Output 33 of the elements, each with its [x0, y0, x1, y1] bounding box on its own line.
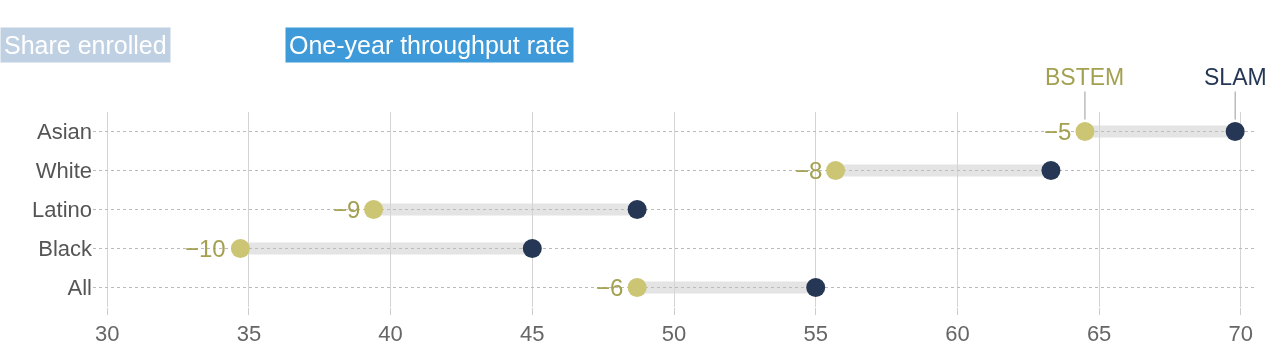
- point: [1041, 161, 1061, 180]
- x-tick-label: 55: [803, 321, 828, 347]
- point: [806, 278, 826, 297]
- point: [364, 200, 384, 219]
- series-label: SLAM: [1204, 64, 1267, 90]
- series-label: BSTEM: [1045, 64, 1125, 90]
- point: [522, 239, 542, 258]
- point: [1075, 122, 1095, 141]
- y-tick-label: Asian: [36, 119, 92, 145]
- x-tick-label: 50: [661, 321, 687, 347]
- text: Share enrolled: [4, 31, 167, 59]
- x-tick-label: 45: [520, 321, 545, 347]
- point: [826, 161, 846, 180]
- x-tick-label: 70: [1228, 321, 1254, 347]
- annotation: −6: [596, 274, 624, 301]
- text: One-year throughput rate: [289, 31, 570, 59]
- y-tick-label: All: [67, 275, 92, 301]
- x-tick-label: 35: [236, 321, 262, 347]
- annotation: −10: [185, 235, 226, 262]
- point: [1225, 122, 1245, 141]
- annotation: −8: [795, 157, 823, 184]
- y-tick-label: Black: [38, 236, 93, 262]
- annotation: −5: [1044, 118, 1072, 145]
- point: [627, 278, 647, 297]
- point: [627, 200, 647, 219]
- x-tick-label: 60: [945, 321, 970, 347]
- annotation: −9: [333, 196, 361, 223]
- x-tick-label: 40: [378, 321, 403, 347]
- y-tick-label: White: [35, 158, 92, 184]
- x-tick-label: 30: [94, 321, 120, 347]
- point: [230, 239, 250, 258]
- x-tick-label: 65: [1086, 321, 1112, 347]
- y-tick-label: Latino: [32, 197, 92, 223]
